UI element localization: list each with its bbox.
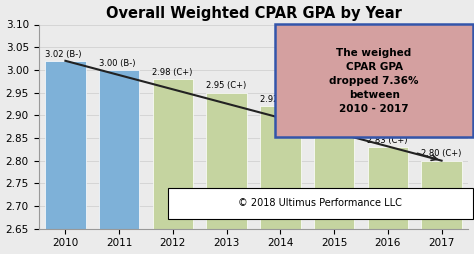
Bar <box>421 161 462 229</box>
Bar <box>207 92 247 229</box>
Bar <box>99 70 139 229</box>
Bar <box>314 133 354 229</box>
Bar <box>260 106 301 229</box>
Text: 2.92 (C+): 2.92 (C+) <box>260 95 300 104</box>
Text: 3.00 (B-): 3.00 (B-) <box>99 59 135 68</box>
Text: 2.86 (C+): 2.86 (C+) <box>314 122 354 131</box>
Text: 2.80 (C+): 2.80 (C+) <box>421 149 462 158</box>
Text: © 2018 Ultimus Performance LLC: © 2018 Ultimus Performance LLC <box>238 198 402 208</box>
Bar <box>153 79 193 229</box>
Text: 2.98 (C+): 2.98 (C+) <box>153 68 193 77</box>
Text: 2.83 (C+): 2.83 (C+) <box>367 136 408 145</box>
Title: Overall Weighted CPAR GPA by Year: Overall Weighted CPAR GPA by Year <box>106 6 401 21</box>
Text: 3.02 (B-): 3.02 (B-) <box>45 50 82 58</box>
Bar <box>45 61 85 229</box>
Text: 2.95 (C+): 2.95 (C+) <box>206 81 246 90</box>
Text: The weighed
CPAR GPA
dropped 7.36%
between
2010 - 2017: The weighed CPAR GPA dropped 7.36% betwe… <box>329 48 419 114</box>
Bar <box>368 147 408 229</box>
